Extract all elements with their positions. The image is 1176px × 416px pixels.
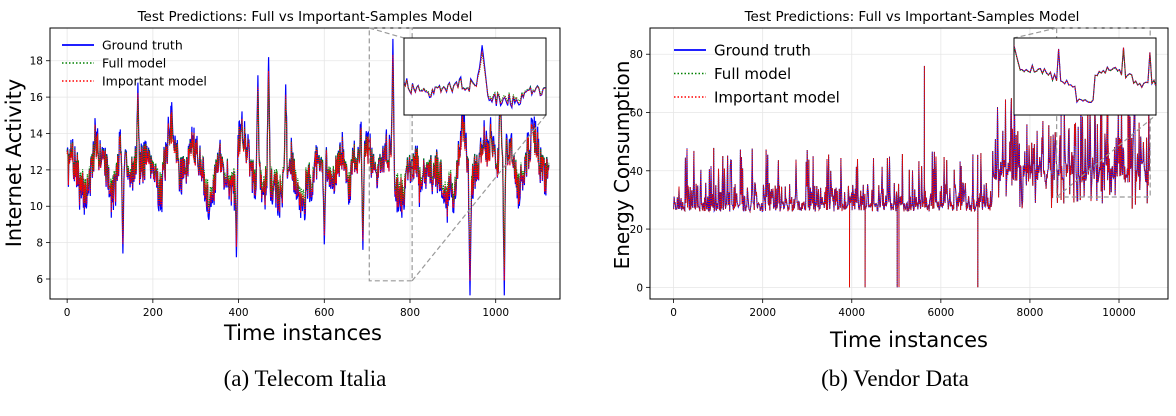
series-important-model — [404, 50, 546, 108]
chart-a-series — [66, 38, 550, 296]
chart-a-inset — [368, 27, 547, 282]
y-tick-label: 6 — [36, 274, 43, 286]
y-tick-label: 0 — [636, 282, 643, 294]
y-tick-label: 14 — [30, 128, 44, 140]
inset-b-connector — [1013, 27, 1057, 39]
inset-b-connector — [1056, 114, 1157, 198]
chart-b-title: Test Predictions: Full vs Important-Samp… — [744, 9, 1080, 25]
y-tick-label: 16 — [30, 92, 44, 104]
y-tick-label: 10 — [30, 201, 43, 213]
y-tick-label: 60 — [630, 108, 643, 120]
series-full-model — [66, 62, 550, 268]
y-tick-label: 12 — [30, 165, 43, 177]
inset-b-box — [1013, 37, 1157, 116]
inset-b-series — [1014, 45, 1156, 104]
inset-a-series — [404, 45, 546, 110]
x-tick-label: 4000 — [838, 307, 865, 319]
chart-b-series — [673, 48, 1151, 288]
chart-b-plot-area — [649, 27, 1169, 300]
legend-important-model: Important model — [102, 73, 207, 88]
x-tick-label: 0 — [64, 307, 71, 319]
legend-full-model: Full model — [102, 55, 166, 70]
inset-a-region — [368, 27, 413, 282]
chart-a-plot-area — [49, 27, 561, 300]
x-tick-label: 400 — [229, 307, 249, 319]
x-tick-label: 600 — [314, 307, 334, 319]
caption-telecom-italia: (a) Telecom Italia — [223, 366, 387, 391]
x-tick-label: 1000 — [482, 307, 509, 319]
chart-b-legend: Ground truth Full model Important model — [674, 41, 840, 106]
chart-a-title: Test Predictions: Full vs Important-Samp… — [137, 9, 473, 25]
inset-a-connector — [369, 27, 405, 39]
y-tick-label: 18 — [30, 56, 43, 68]
chart-b-ticks: 0 2000 4000 6000 8000 10000 0 20 40 60 80 — [630, 49, 1136, 319]
chart-b-inset — [1013, 27, 1157, 198]
chart-a-xlabel: Time instances — [223, 321, 382, 345]
series-important-model — [1014, 45, 1156, 104]
x-tick-label: 2000 — [749, 307, 776, 319]
legend-important-model: Important model — [714, 88, 840, 106]
x-tick-label: 8000 — [1017, 307, 1044, 319]
x-tick-label: 800 — [400, 307, 420, 319]
chart-a-ticks: 0 200 400 600 800 1000 6 8 10 12 14 16 18 — [30, 56, 509, 319]
caption-vendor-data: (b) Vendor Data — [821, 366, 969, 391]
chart-b-xlabel: Time instances — [829, 328, 988, 352]
chart-a-ylabel: Internet Activity — [2, 79, 26, 248]
series-full-model — [1014, 46, 1156, 103]
legend-full-model: Full model — [714, 65, 791, 83]
chart-vendor-data: Test Predictions: Full vs Important-Samp… — [610, 9, 1169, 352]
y-tick-label: 20 — [630, 224, 643, 236]
y-tick-label: 8 — [36, 238, 43, 250]
series-important-model — [673, 48, 1151, 288]
series-full-model — [404, 53, 546, 105]
x-tick-label: 10000 — [1102, 307, 1135, 319]
chart-b-ylabel: Energy Consumption — [610, 61, 634, 270]
chart-a-legend: Ground truth Full model Important model — [62, 37, 207, 88]
legend-ground-truth: Ground truth — [102, 37, 183, 52]
x-tick-label: 6000 — [927, 307, 954, 319]
series-ground-truth — [404, 45, 546, 110]
x-tick-label: 200 — [143, 307, 163, 319]
y-tick-label: 80 — [630, 49, 643, 61]
chart-telecom-italia: Test Predictions: Full vs Important-Samp… — [2, 9, 561, 345]
inset-a-connector — [411, 114, 547, 282]
y-tick-label: 40 — [630, 166, 643, 178]
inset-a-box — [403, 37, 547, 116]
series-important-model — [66, 54, 550, 281]
x-tick-label: 0 — [670, 307, 677, 319]
legend-ground-truth: Ground truth — [714, 41, 811, 59]
